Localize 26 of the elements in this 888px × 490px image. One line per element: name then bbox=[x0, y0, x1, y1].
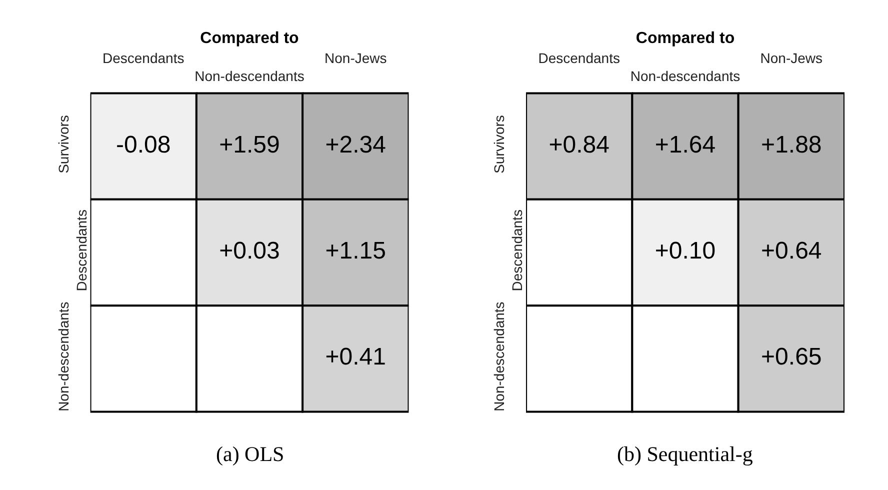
data-label: -0.08 bbox=[116, 131, 171, 158]
x-tick-label: Non-Jews bbox=[760, 50, 823, 66]
data-label: +1.64 bbox=[654, 131, 716, 158]
x-tick-label: Descendants bbox=[538, 50, 620, 66]
x-axis-title: Compared to bbox=[200, 30, 300, 47]
y-tick-label: Survivors bbox=[491, 115, 508, 174]
data-label: +1.15 bbox=[325, 238, 386, 264]
x-tick-label: Descendants bbox=[102, 50, 184, 66]
y-tick-label: Survivors bbox=[55, 115, 72, 174]
y-tick-label: Descendants bbox=[73, 210, 90, 292]
data-label: +2.34 bbox=[325, 131, 386, 158]
data-label: +1.59 bbox=[219, 131, 280, 158]
data-label: +0.10 bbox=[654, 238, 716, 264]
y-tick-label: Non-descendants bbox=[55, 302, 72, 412]
text: (a) OLS bbox=[216, 442, 284, 466]
data-label: +0.65 bbox=[761, 344, 822, 371]
data-label: +0.84 bbox=[548, 131, 610, 158]
y-tick-label: Non-descendants bbox=[491, 302, 508, 412]
data-label: +0.03 bbox=[219, 238, 280, 264]
x-axis-title: Compared to bbox=[636, 30, 735, 47]
data-label: +0.64 bbox=[761, 238, 822, 264]
y-tick-label: Descendants bbox=[509, 210, 526, 292]
x-tick-label: Non-Jews bbox=[324, 50, 387, 66]
data-label: +0.41 bbox=[325, 344, 386, 371]
text: (b) Sequential-g bbox=[617, 442, 754, 466]
data-label: +1.88 bbox=[761, 131, 822, 158]
